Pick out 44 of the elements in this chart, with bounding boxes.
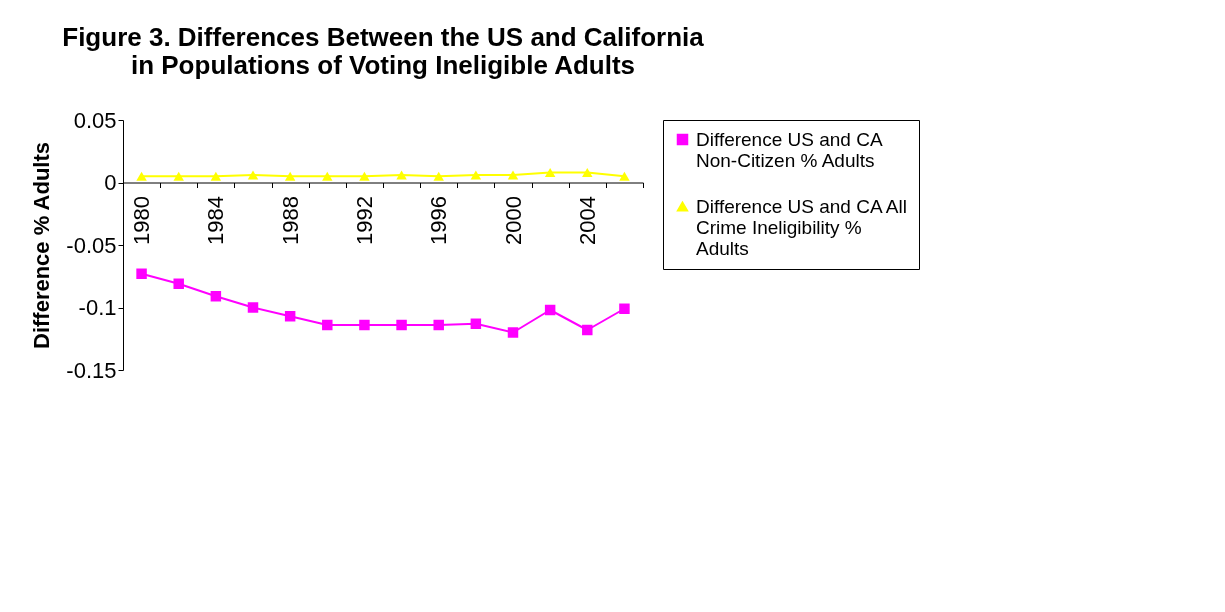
point <box>359 319 370 331</box>
y-tick-label: 0.05 <box>73 107 117 133</box>
point <box>396 170 407 180</box>
legend-label: Difference US and CA Non-Citizen % Adults <box>696 128 883 171</box>
x-tick-label: 1996 <box>426 196 452 245</box>
point <box>136 268 147 279</box>
point <box>582 167 593 178</box>
y-tick-label: -0.05 <box>66 232 117 258</box>
point <box>470 170 482 180</box>
point <box>322 319 333 331</box>
point <box>136 171 147 181</box>
point <box>396 319 407 331</box>
y-tick-label: -0.1 <box>78 295 117 320</box>
legend-label: Difference US and CA All Crime Ineligibility % Adults <box>696 195 907 259</box>
y-axis-title: Difference % Adults <box>29 141 55 350</box>
point <box>210 171 222 181</box>
point <box>284 171 296 181</box>
point <box>619 171 630 181</box>
point <box>470 318 482 329</box>
x-tick-label: 1980 <box>129 196 155 245</box>
x-tick-label: 2004 <box>574 196 600 245</box>
point <box>544 304 556 316</box>
y-tick-label: -0.15 <box>66 357 117 383</box>
point <box>322 171 333 181</box>
point <box>247 170 259 180</box>
point <box>507 170 519 180</box>
point <box>544 167 556 178</box>
point <box>433 171 444 181</box>
y-tick-label: 0 <box>104 170 117 195</box>
point <box>507 327 519 338</box>
x-tick-label: 1992 <box>351 196 377 245</box>
point <box>359 171 370 181</box>
point <box>619 303 630 314</box>
point <box>210 291 222 302</box>
point <box>284 311 296 322</box>
chart-title: Figure 3. Differences Between the US and California in Populations of Voting Ineligible Adults <box>62 22 705 80</box>
point <box>173 278 184 289</box>
point <box>247 302 259 313</box>
point <box>582 324 593 336</box>
x-tick-label: 1988 <box>277 196 303 245</box>
x-tick-label: 1984 <box>203 196 229 245</box>
point <box>433 319 444 331</box>
point <box>173 171 184 181</box>
x-tick-label: 2000 <box>500 196 526 245</box>
